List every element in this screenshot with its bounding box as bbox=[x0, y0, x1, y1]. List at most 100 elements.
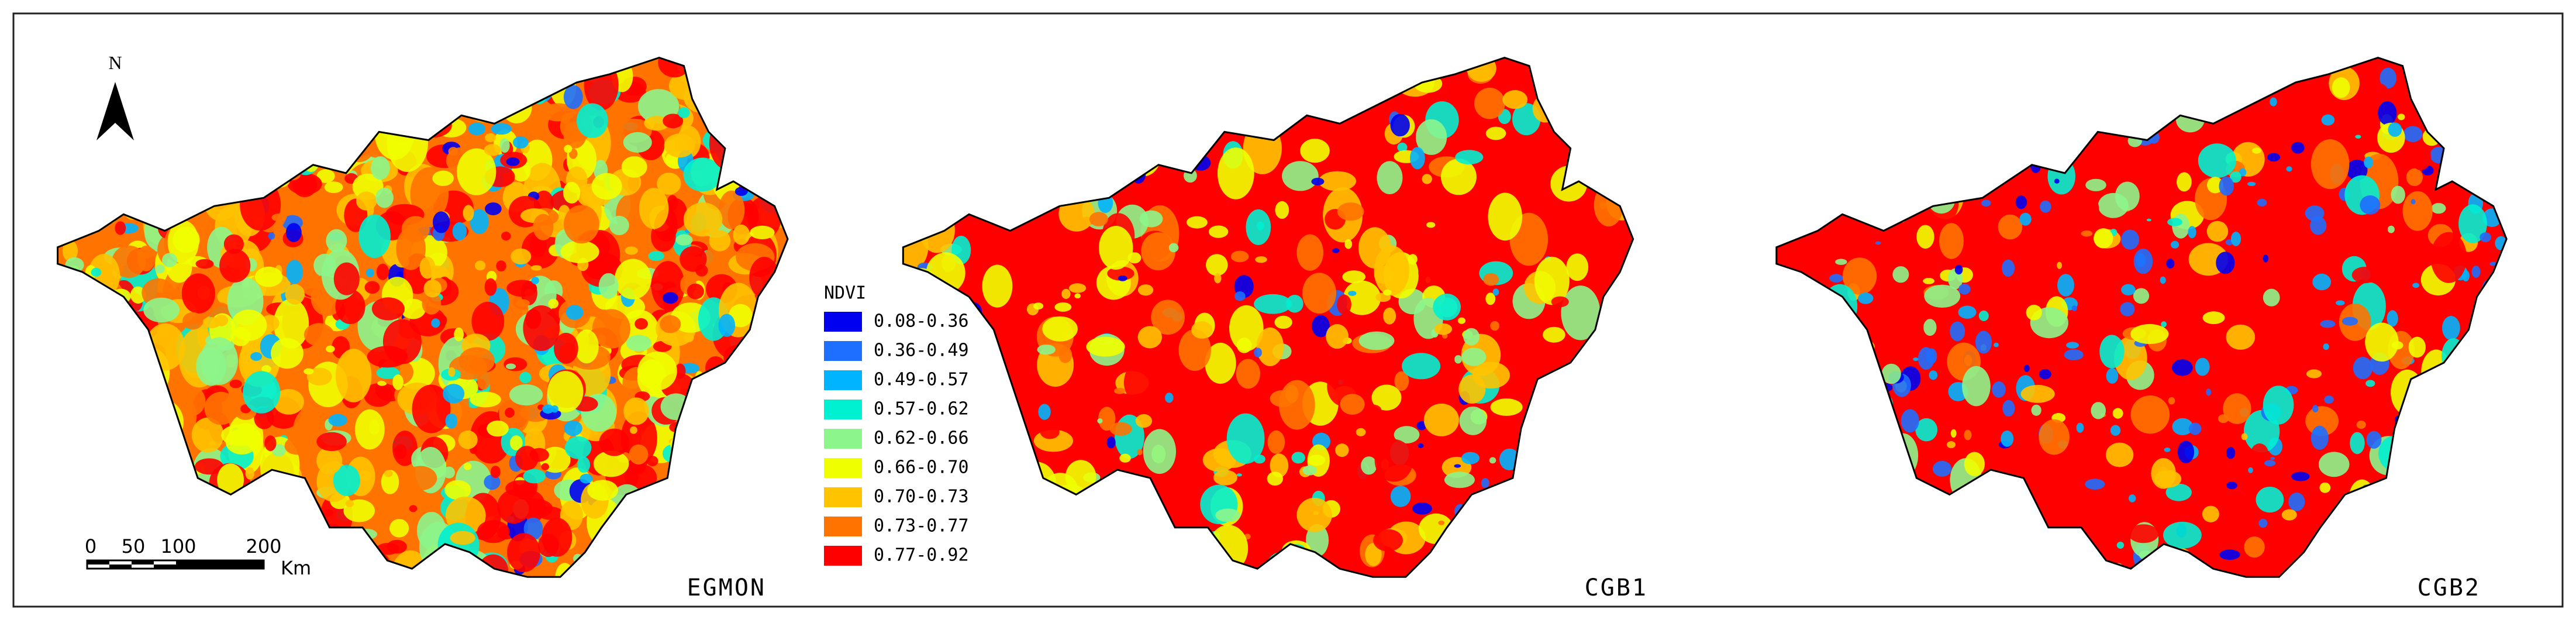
land-patch bbox=[1981, 199, 1991, 207]
land-patch bbox=[1875, 241, 1881, 245]
land-patch bbox=[1946, 441, 1956, 449]
land-patch bbox=[389, 519, 409, 538]
land-patch bbox=[563, 205, 599, 244]
land-patch bbox=[2336, 300, 2345, 306]
land-patch bbox=[1377, 161, 1403, 195]
land-patch bbox=[2286, 166, 2292, 172]
land-patch bbox=[2166, 259, 2175, 269]
scale-label: 50 bbox=[122, 535, 146, 557]
map-outline bbox=[902, 57, 1634, 578]
land-patch bbox=[1143, 429, 1177, 474]
land-patch bbox=[1217, 147, 1254, 199]
land-patch bbox=[529, 448, 549, 462]
land-patch bbox=[1318, 171, 1356, 191]
land-patch bbox=[1458, 374, 1486, 404]
land-patch bbox=[506, 157, 520, 166]
land-patch bbox=[2230, 232, 2242, 246]
land-patch bbox=[376, 366, 400, 379]
land-patch bbox=[1932, 460, 1952, 477]
land-patch bbox=[1383, 289, 1392, 296]
land-patch bbox=[1256, 327, 1284, 367]
land-patch bbox=[1829, 274, 1843, 283]
land-patch bbox=[2002, 400, 2015, 417]
land-patch bbox=[454, 327, 464, 342]
land-patch bbox=[1168, 243, 1179, 253]
land-patch bbox=[2312, 273, 2332, 291]
land-patch bbox=[1191, 321, 1213, 339]
land-patch bbox=[1274, 315, 1292, 329]
land-patch bbox=[491, 123, 512, 135]
land-patch bbox=[2244, 536, 2265, 558]
land-patch bbox=[285, 223, 302, 242]
land-patch bbox=[1257, 511, 1265, 518]
land-patch bbox=[2218, 414, 2229, 424]
land-patch bbox=[499, 138, 510, 153]
legend-label: 0.62-0.66 bbox=[874, 428, 969, 449]
land-patch bbox=[2305, 205, 2325, 221]
land-patch bbox=[2081, 230, 2093, 237]
land-patch bbox=[2270, 457, 2275, 460]
land-patch bbox=[1119, 453, 1131, 463]
land-patch bbox=[678, 107, 690, 119]
land-patch bbox=[2442, 316, 2460, 340]
land-patch bbox=[333, 464, 361, 496]
land-patch bbox=[2281, 509, 2297, 521]
land-patch bbox=[484, 144, 501, 156]
land-patch bbox=[2321, 114, 2335, 126]
land-patch bbox=[1356, 428, 1366, 436]
land-patch bbox=[392, 431, 418, 466]
land-patch bbox=[533, 214, 554, 240]
legend-swatch bbox=[824, 458, 862, 478]
land-patch bbox=[1033, 302, 1044, 310]
land-patch bbox=[2094, 228, 2113, 249]
land-patch bbox=[593, 450, 629, 477]
land-patch bbox=[2290, 292, 2299, 299]
land-patch bbox=[1114, 388, 1126, 394]
land-patch bbox=[2305, 406, 2339, 436]
land-patch bbox=[2091, 402, 2106, 419]
land-patch bbox=[2356, 420, 2366, 429]
land-patch bbox=[563, 85, 583, 109]
land-patch bbox=[326, 229, 347, 253]
land-patch bbox=[1418, 259, 1449, 287]
land-patch bbox=[2380, 67, 2396, 89]
land-patch bbox=[2206, 221, 2229, 242]
land-patch bbox=[2026, 304, 2042, 321]
land-patch bbox=[683, 202, 723, 237]
land-patch bbox=[598, 334, 606, 346]
land-patch bbox=[2136, 175, 2148, 183]
land-patch bbox=[519, 371, 532, 384]
land-patch bbox=[2250, 443, 2269, 464]
legend-title: NDVI bbox=[824, 283, 866, 304]
land-patch bbox=[1215, 508, 1241, 522]
land-patch bbox=[1254, 347, 1262, 357]
land-patch bbox=[1127, 252, 1142, 264]
land-patch bbox=[2177, 440, 2195, 463]
land-patch bbox=[1137, 284, 1154, 296]
land-patch bbox=[2039, 419, 2070, 455]
land-patch bbox=[2364, 156, 2374, 168]
land-patch bbox=[2323, 343, 2329, 350]
land-patch bbox=[733, 224, 750, 245]
land-patch bbox=[2288, 493, 2305, 511]
land-patch bbox=[1038, 404, 1051, 420]
land-patch bbox=[1881, 363, 1901, 384]
land-patch bbox=[1178, 329, 1211, 371]
land-patch bbox=[2202, 311, 2225, 325]
land-patch bbox=[2172, 418, 2194, 436]
land-patch bbox=[2171, 240, 2180, 249]
land-patch bbox=[273, 389, 304, 415]
land-patch bbox=[541, 463, 549, 471]
land-patch bbox=[684, 333, 694, 342]
land-patch bbox=[243, 371, 281, 414]
land-patch bbox=[1454, 354, 1462, 364]
land-patch bbox=[2195, 357, 2210, 376]
land-patch bbox=[629, 426, 637, 434]
land-patch bbox=[2112, 408, 2123, 419]
land-patch bbox=[1123, 360, 1160, 404]
land-patch bbox=[1390, 113, 1410, 137]
land-patch bbox=[1186, 216, 1208, 229]
land-patch bbox=[563, 181, 581, 204]
land-patch bbox=[364, 281, 380, 294]
land-patch bbox=[554, 332, 578, 364]
